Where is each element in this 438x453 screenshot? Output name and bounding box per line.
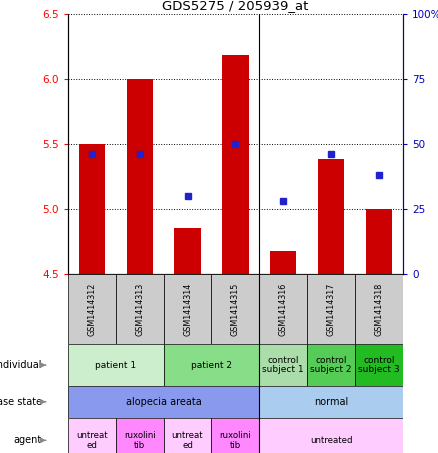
- Bar: [164, 418, 212, 453]
- Bar: [270, 251, 297, 274]
- Text: individual: individual: [0, 360, 42, 370]
- Bar: [68, 386, 259, 418]
- Text: untreat
ed: untreat ed: [76, 431, 108, 450]
- Text: untreat
ed: untreat ed: [172, 431, 203, 450]
- Text: GSM1414318: GSM1414318: [374, 283, 384, 336]
- Bar: [259, 386, 403, 418]
- Bar: [116, 274, 164, 344]
- Text: GSM1414312: GSM1414312: [87, 283, 96, 336]
- Bar: [259, 274, 307, 344]
- Text: untreated: untreated: [310, 436, 353, 445]
- Bar: [68, 344, 164, 386]
- Text: ruxolini
tib: ruxolini tib: [219, 431, 251, 450]
- Text: ruxolini
tib: ruxolini tib: [124, 431, 155, 450]
- Bar: [212, 274, 259, 344]
- Bar: [366, 209, 392, 274]
- Text: control
subject 3: control subject 3: [358, 356, 400, 375]
- Bar: [318, 159, 344, 274]
- Bar: [259, 344, 307, 386]
- Text: control
subject 1: control subject 1: [262, 356, 304, 375]
- Text: normal: normal: [314, 397, 348, 407]
- Bar: [307, 344, 355, 386]
- Text: GSM1414315: GSM1414315: [231, 283, 240, 336]
- Title: GDS5275 / 205939_at: GDS5275 / 205939_at: [162, 0, 309, 12]
- Text: GSM1414317: GSM1414317: [327, 283, 336, 336]
- Text: alopecia areata: alopecia areata: [126, 397, 201, 407]
- Bar: [355, 344, 403, 386]
- Bar: [68, 274, 116, 344]
- Bar: [127, 79, 153, 274]
- Text: GSM1414314: GSM1414314: [183, 283, 192, 336]
- Bar: [259, 418, 403, 453]
- Bar: [164, 344, 259, 386]
- Bar: [222, 55, 249, 274]
- Text: control
subject 2: control subject 2: [311, 356, 352, 375]
- Bar: [212, 418, 259, 453]
- Bar: [174, 228, 201, 274]
- Bar: [164, 274, 212, 344]
- Bar: [116, 418, 164, 453]
- Text: patient 1: patient 1: [95, 361, 136, 370]
- Text: GSM1414316: GSM1414316: [279, 283, 288, 336]
- Bar: [79, 144, 105, 274]
- Text: agent: agent: [14, 435, 42, 445]
- Bar: [355, 274, 403, 344]
- Text: disease state: disease state: [0, 397, 42, 407]
- Text: patient 2: patient 2: [191, 361, 232, 370]
- Bar: [68, 418, 116, 453]
- Text: GSM1414313: GSM1414313: [135, 283, 144, 336]
- Bar: [307, 274, 355, 344]
